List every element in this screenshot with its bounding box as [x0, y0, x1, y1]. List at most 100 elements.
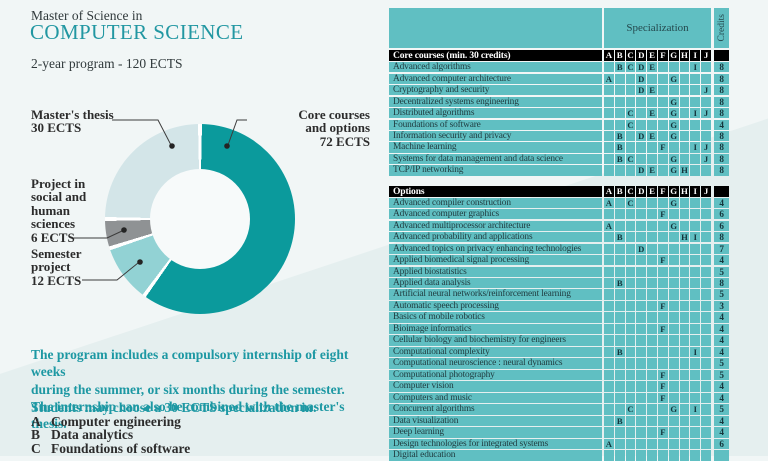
- spec-cell: J: [701, 85, 711, 96]
- spec-cell: [604, 119, 614, 130]
- spec-cell: [636, 153, 647, 165]
- spec-cell: [668, 381, 679, 392]
- course-row: Foundations of software C G 4: [389, 119, 730, 130]
- course-row: Bioimage informatics F 4: [389, 323, 730, 335]
- spec-cell: [657, 232, 668, 243]
- course-name-cell: Applied data analysis: [389, 277, 602, 289]
- spec-cell: [657, 73, 668, 84]
- spec-cell: [701, 323, 711, 335]
- course-name-cell: Advanced compiler construction: [389, 197, 602, 208]
- spec-cell: [701, 438, 711, 450]
- course-row: Cellular biology and biochemistry for en…: [389, 335, 730, 346]
- credits-cell: 8: [714, 142, 730, 153]
- course-row: Basics of mobile robotics 4: [389, 312, 730, 323]
- spec-cell: [690, 131, 701, 142]
- spec-cell: [690, 369, 701, 381]
- specialization-label: Data analytics: [51, 427, 134, 443]
- course-name-cell: Concurrent algorithms: [389, 404, 602, 415]
- spec-cell: [647, 277, 657, 289]
- course-row: TCP/IP networking D E G H 8: [389, 165, 730, 176]
- credits-cell: [714, 450, 730, 461]
- spec-column-letter: J: [701, 185, 711, 197]
- spec-cell: [679, 392, 690, 404]
- spec-cell: [701, 119, 711, 130]
- course-name-cell: Digital education: [389, 450, 602, 461]
- spec-cell: [604, 346, 614, 358]
- spec-cell: [657, 96, 668, 107]
- spec-cell: [647, 96, 657, 107]
- spec-cell: [625, 300, 636, 312]
- spec-cell: A: [604, 197, 614, 208]
- course-name-cell: Information security and privacy: [389, 131, 602, 142]
- spec-cell: [647, 323, 657, 335]
- spec-cell: [647, 346, 657, 358]
- spec-cell: [668, 369, 679, 381]
- credits-cell: 5: [714, 358, 730, 369]
- spec-cell: [647, 73, 657, 84]
- course-row: Computers and music F 4: [389, 392, 730, 404]
- spec-cell: B: [614, 277, 625, 289]
- spec-cell: [614, 73, 625, 84]
- credits-cell: 4: [714, 323, 730, 335]
- credits-cell: 4: [714, 312, 730, 323]
- spec-cell: [625, 438, 636, 450]
- spec-cell: [668, 209, 679, 220]
- credits-cell: 8: [714, 85, 730, 96]
- spec-cell: [668, 438, 679, 450]
- spec-cell: D: [636, 165, 647, 176]
- spec-cell: [614, 119, 625, 130]
- credits-cell: 8: [714, 62, 730, 73]
- spec-cell: [701, 220, 711, 231]
- spec-cell: B: [614, 346, 625, 358]
- spec-cell: [647, 450, 657, 461]
- spec-cell: [679, 119, 690, 130]
- spec-cell: [690, 438, 701, 450]
- credits-cell: 8: [714, 73, 730, 84]
- spec-cell: [614, 255, 625, 266]
- spec-cell: [690, 289, 701, 300]
- spec-cell: [679, 96, 690, 107]
- spec-cell: [636, 381, 647, 392]
- spec-cell: [614, 289, 625, 300]
- spec-cell: [604, 369, 614, 381]
- spec-cell: [657, 119, 668, 130]
- course-name-cell: Machine learning: [389, 142, 602, 153]
- course-name-cell: Computer vision: [389, 381, 602, 392]
- spec-cell: [690, 392, 701, 404]
- specialization-item: A Computer engineering: [31, 415, 190, 429]
- spec-cell: [636, 209, 647, 220]
- spec-cell: [604, 427, 614, 438]
- spec-cell: [614, 404, 625, 415]
- spec-column-letter: I: [690, 185, 701, 197]
- course-row: Applied biomedical signal processing F 4: [389, 255, 730, 266]
- course-name-cell: Advanced topics on privacy enhancing tec…: [389, 243, 602, 254]
- spec-cell: [701, 131, 711, 142]
- spec-cell: [690, 243, 701, 254]
- credits-cell: 8: [714, 153, 730, 165]
- spec-cell: [614, 96, 625, 107]
- spec-cell: [701, 232, 711, 243]
- spec-cell: [625, 346, 636, 358]
- spec-cell: [647, 289, 657, 300]
- spec-cell: [614, 266, 625, 277]
- credits-cell: 5: [714, 404, 730, 415]
- spec-cell: [701, 358, 711, 369]
- credits-cell: 4: [714, 427, 730, 438]
- spec-cell: [668, 243, 679, 254]
- spec-cell: D: [636, 62, 647, 73]
- spec-cell: C: [625, 119, 636, 130]
- spec-cell: [625, 358, 636, 369]
- spec-cell: [701, 277, 711, 289]
- spec-cell: [625, 323, 636, 335]
- spec-cell: [636, 312, 647, 323]
- course-row: Advanced algorithms B C D E I 8: [389, 62, 730, 73]
- spec-cell: G: [668, 220, 679, 231]
- spec-cell: [625, 427, 636, 438]
- course-row: Computational neuroscience : neural dyna…: [389, 358, 730, 369]
- spec-cell: [679, 346, 690, 358]
- spec-cell: [701, 346, 711, 358]
- spec-cell: [604, 209, 614, 220]
- spec-cell: E: [647, 131, 657, 142]
- credits-cell: 4: [714, 346, 730, 358]
- spec-cell: [657, 165, 668, 176]
